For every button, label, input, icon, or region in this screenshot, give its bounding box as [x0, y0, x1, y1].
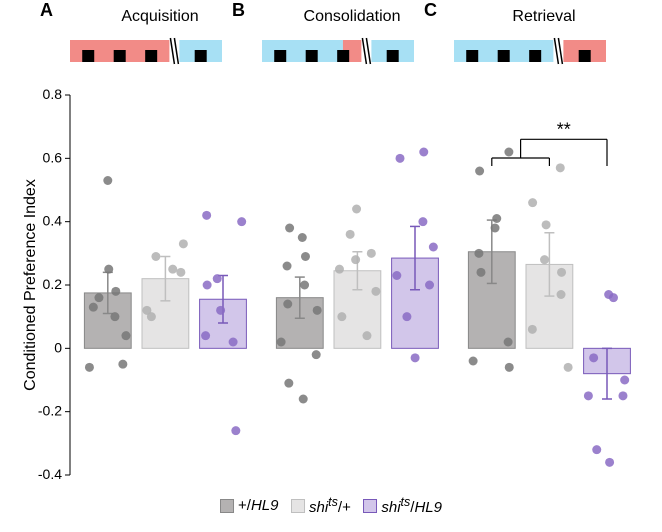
point-g1	[111, 287, 120, 296]
point-g2	[335, 265, 344, 274]
point-g2	[540, 255, 549, 264]
ytick-label: -0.2	[38, 403, 62, 419]
point-g2	[556, 163, 565, 172]
point-g2	[362, 331, 371, 340]
figure: Conditioned Preference IndexAAcquisition…	[0, 0, 662, 532]
legend: +/HL9 shits/+ shits/HL9	[220, 495, 442, 516]
chart-A: -0.4 -0.2 0 0.2 0.4 0.6 0.8	[30, 85, 250, 505]
sig-label: **	[557, 119, 571, 139]
point-g3	[589, 353, 598, 362]
point-g1	[476, 268, 485, 277]
point-g1	[103, 176, 112, 185]
point-g1	[301, 252, 310, 261]
point-g1	[504, 338, 513, 347]
point-g2	[371, 287, 380, 296]
point-g2	[168, 265, 177, 274]
point-g1	[491, 224, 500, 233]
point-g3	[402, 312, 411, 321]
ytick-label: 0.4	[43, 213, 63, 229]
point-g2	[528, 325, 537, 334]
point-g1	[312, 350, 321, 359]
timeline-B	[262, 40, 442, 76]
point-g2	[352, 205, 361, 214]
panel-title-B: Consolidation	[304, 8, 401, 26]
point-g1	[505, 363, 514, 372]
point-g1	[285, 224, 294, 233]
point-g2	[179, 239, 188, 248]
legend-label: +/HL9	[238, 497, 278, 514]
point-g2	[147, 312, 156, 321]
point-g3	[396, 154, 405, 163]
point-g1	[118, 360, 127, 369]
point-g1	[504, 148, 513, 157]
point-g2	[346, 230, 355, 239]
point-g3	[609, 293, 618, 302]
point-g1	[475, 167, 484, 176]
point-g3	[203, 281, 212, 290]
point-g3	[592, 445, 601, 454]
point-g2	[557, 268, 566, 277]
point-g1	[89, 303, 98, 312]
legend-swatch-g1	[220, 499, 234, 513]
point-g1	[300, 281, 309, 290]
point-g2	[557, 290, 566, 299]
point-g1	[85, 363, 94, 372]
point-g1	[299, 395, 308, 404]
chart-C: **	[414, 85, 634, 505]
panel-title-C: Retrieval	[512, 8, 575, 26]
point-g1	[313, 306, 322, 315]
legend-swatch-g2	[291, 499, 305, 513]
point-g2	[528, 198, 537, 207]
point-g1	[110, 312, 119, 321]
legend-label: shits/HL9	[381, 499, 442, 516]
panel-label-B: B	[232, 0, 245, 21]
point-g1	[298, 233, 307, 242]
point-g1	[121, 331, 130, 340]
point-g1	[277, 338, 286, 347]
point-g2	[351, 255, 360, 264]
panel-title-A: Acquisition	[121, 8, 198, 26]
point-g1	[104, 265, 113, 274]
point-g1	[474, 249, 483, 258]
point-g1	[469, 357, 478, 366]
point-g3	[392, 271, 401, 280]
point-g2	[176, 268, 185, 277]
legend-label: shits/+	[309, 499, 351, 516]
point-g1	[283, 262, 292, 271]
ytick-label: 0	[54, 339, 62, 355]
point-g3	[620, 376, 629, 385]
ytick-label: 0.2	[43, 276, 63, 292]
point-g1	[283, 300, 292, 309]
timeline-A	[70, 40, 250, 76]
point-g3	[202, 211, 211, 220]
point-g2	[151, 252, 160, 261]
ytick-label: 0.8	[43, 86, 63, 102]
point-g2	[542, 220, 551, 229]
point-g3	[618, 391, 627, 400]
panel-label-C: C	[424, 0, 437, 21]
point-g3	[584, 391, 593, 400]
point-g3	[201, 331, 210, 340]
ytick-label: -0.4	[38, 466, 62, 482]
legend-swatch-g3	[363, 499, 377, 513]
point-g1	[284, 379, 293, 388]
panel-label-A: A	[40, 0, 53, 21]
point-g1	[94, 293, 103, 302]
point-g1	[492, 214, 501, 223]
point-g2	[367, 249, 376, 258]
timeline-C	[454, 40, 634, 76]
point-g3	[213, 274, 222, 283]
point-g3	[605, 458, 614, 467]
ytick-label: 0.6	[43, 149, 63, 165]
point-g2	[337, 312, 346, 321]
point-g2	[564, 363, 573, 372]
chart-B	[222, 85, 442, 505]
